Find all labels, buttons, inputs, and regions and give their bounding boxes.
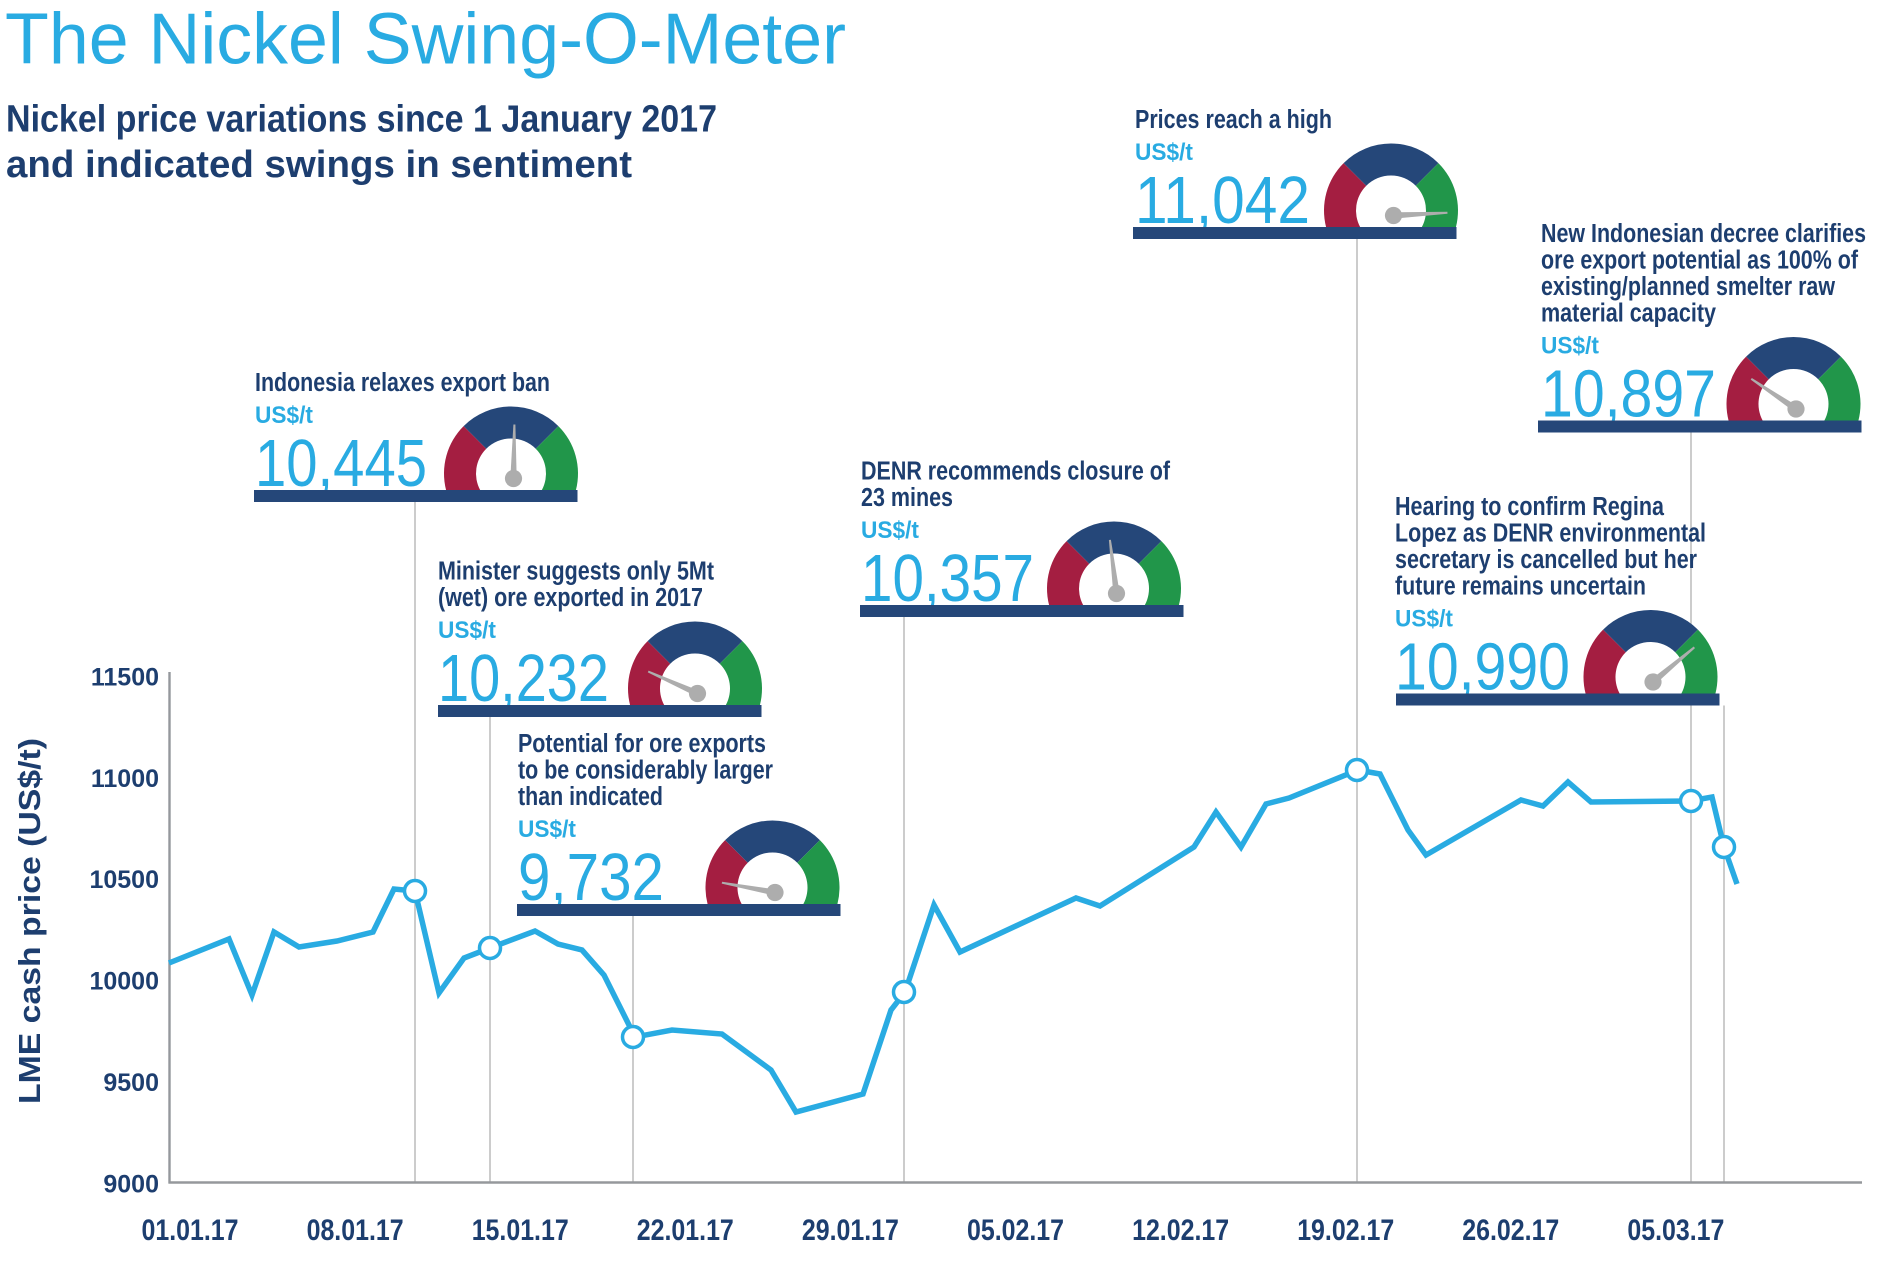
svg-text:12.02.17: 12.02.17 bbox=[1132, 1214, 1229, 1247]
svg-text:future remains uncertain: future remains uncertain bbox=[1395, 573, 1646, 601]
svg-text:Potential for ore exports: Potential for ore exports bbox=[518, 730, 766, 758]
svg-text:10500: 10500 bbox=[89, 866, 159, 894]
svg-text:11000: 11000 bbox=[91, 765, 159, 793]
svg-text:secretary is cancelled but her: secretary is cancelled but her bbox=[1395, 546, 1697, 574]
svg-text:(wet) ore exported in 2017: (wet) ore exported in 2017 bbox=[438, 584, 703, 612]
svg-text:US$/t: US$/t bbox=[1135, 139, 1193, 166]
svg-text:New Indonesian decree clarifie: New Indonesian decree clarifies bbox=[1541, 220, 1866, 248]
svg-text:11500: 11500 bbox=[91, 663, 159, 691]
svg-text:Prices reach a high: Prices reach a high bbox=[1135, 106, 1332, 134]
svg-text:US$/t: US$/t bbox=[1541, 333, 1599, 360]
svg-text:US$/t: US$/t bbox=[438, 617, 496, 644]
svg-text:10,232: 10,232 bbox=[438, 641, 609, 716]
svg-text:01.01.17: 01.01.17 bbox=[142, 1214, 239, 1247]
svg-text:05.02.17: 05.02.17 bbox=[967, 1214, 1064, 1247]
svg-text:US$/t: US$/t bbox=[255, 402, 313, 429]
svg-text:US$/t: US$/t bbox=[861, 517, 919, 544]
svg-text:9000: 9000 bbox=[103, 1171, 159, 1199]
svg-text:Nickel price variations since: Nickel price variations since 1 January … bbox=[6, 99, 717, 141]
svg-text:9,732: 9,732 bbox=[518, 840, 664, 915]
svg-text:26.02.17: 26.02.17 bbox=[1462, 1214, 1559, 1247]
svg-text:DENR recommends closure of: DENR recommends closure of bbox=[861, 458, 1170, 486]
svg-text:and indicated swings in sentim: and indicated swings in sentiment bbox=[6, 144, 632, 186]
svg-text:9500: 9500 bbox=[103, 1069, 159, 1097]
svg-text:ore export potential as 100% o: ore export potential as 100% of bbox=[1541, 247, 1858, 275]
svg-text:Indonesia relaxes export ban: Indonesia relaxes export ban bbox=[255, 369, 550, 397]
svg-text:05.03.17: 05.03.17 bbox=[1627, 1214, 1724, 1247]
svg-text:10,445: 10,445 bbox=[255, 426, 427, 501]
svg-text:19.02.17: 19.02.17 bbox=[1297, 1214, 1394, 1247]
svg-text:LME cash price (US$/t): LME cash price (US$/t) bbox=[12, 738, 47, 1104]
svg-text:The Nickel Swing-O-Meter: The Nickel Swing-O-Meter bbox=[5, 0, 846, 80]
svg-text:10,897: 10,897 bbox=[1541, 357, 1716, 432]
svg-text:23 mines: 23 mines bbox=[861, 484, 953, 512]
svg-text:10,990: 10,990 bbox=[1395, 630, 1570, 705]
svg-text:than indicated: than indicated bbox=[518, 783, 663, 811]
svg-text:to be considerably larger: to be considerably larger bbox=[518, 757, 773, 785]
svg-text:22.01.17: 22.01.17 bbox=[637, 1214, 734, 1247]
svg-text:10000: 10000 bbox=[89, 968, 159, 996]
svg-text:15.01.17: 15.01.17 bbox=[472, 1214, 569, 1247]
svg-text:US$/t: US$/t bbox=[1395, 606, 1453, 633]
svg-text:11,042: 11,042 bbox=[1135, 163, 1310, 238]
svg-text:08.01.17: 08.01.17 bbox=[307, 1214, 404, 1247]
svg-text:Hearing to confirm Regina: Hearing to confirm Regina bbox=[1395, 493, 1665, 521]
svg-text:material capacity: material capacity bbox=[1541, 300, 1717, 328]
svg-text:Lopez as DENR environmental: Lopez as DENR environmental bbox=[1395, 520, 1706, 548]
svg-text:29.01.17: 29.01.17 bbox=[802, 1214, 899, 1247]
svg-text:US$/t: US$/t bbox=[518, 816, 576, 843]
svg-text:Minister suggests only 5Mt: Minister suggests only 5Mt bbox=[438, 558, 714, 586]
svg-text:existing/planned smelter raw: existing/planned smelter raw bbox=[1541, 273, 1835, 301]
svg-text:10,357: 10,357 bbox=[861, 541, 1034, 616]
